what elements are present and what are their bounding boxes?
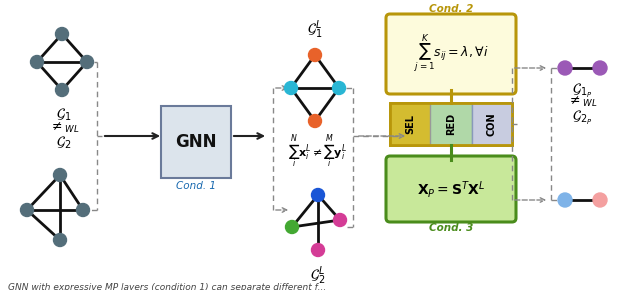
Text: Cond. 2: Cond. 2	[429, 4, 473, 14]
Circle shape	[54, 233, 67, 246]
Circle shape	[31, 55, 44, 68]
Circle shape	[593, 193, 607, 207]
Circle shape	[81, 55, 93, 68]
Circle shape	[593, 61, 607, 75]
Circle shape	[312, 244, 324, 256]
Text: $\mathcal{G}_{2_P}$: $\mathcal{G}_{2_P}$	[572, 109, 593, 127]
Circle shape	[56, 84, 68, 97]
Text: $\mathcal{G}_1^L$: $\mathcal{G}_1^L$	[307, 18, 323, 41]
Bar	[390, 103, 430, 145]
Text: $\mathcal{G}_1$: $\mathcal{G}_1$	[56, 107, 72, 124]
Circle shape	[56, 28, 68, 41]
Circle shape	[558, 61, 572, 75]
Text: SEL: SEL	[405, 114, 415, 134]
Text: Cond. 3: Cond. 3	[429, 223, 473, 233]
Circle shape	[54, 168, 67, 182]
Text: GNN with expressive MP layers (condition 1) can separate different f...: GNN with expressive MP layers (condition…	[8, 283, 326, 290]
Bar	[472, 103, 512, 145]
Bar	[430, 103, 472, 145]
Text: GNN: GNN	[175, 133, 217, 151]
Circle shape	[285, 220, 298, 233]
Text: $\neq_{WL}$: $\neq_{WL}$	[49, 121, 79, 135]
Text: $\sum_i^N \mathbf{x}_i^L \neq \sum_i^M \mathbf{y}_i^L$: $\sum_i^N \mathbf{x}_i^L \neq \sum_i^M \…	[289, 133, 348, 171]
Circle shape	[20, 204, 33, 217]
FancyBboxPatch shape	[386, 156, 516, 222]
Text: $\mathcal{G}_2^L$: $\mathcal{G}_2^L$	[310, 264, 326, 287]
Text: $\sum_{j=1}^{K} s_{ij} = \lambda, \forall i$: $\sum_{j=1}^{K} s_{ij} = \lambda, \foral…	[413, 33, 488, 75]
Circle shape	[308, 48, 321, 61]
FancyBboxPatch shape	[390, 103, 512, 145]
Text: $\neq_{WL}$: $\neq_{WL}$	[567, 95, 598, 109]
Circle shape	[333, 81, 346, 95]
Text: RED: RED	[446, 113, 456, 135]
Text: CON: CON	[487, 112, 497, 136]
Circle shape	[333, 213, 346, 226]
Circle shape	[285, 81, 298, 95]
Text: $\mathcal{G}_2$: $\mathcal{G}_2$	[56, 135, 72, 151]
FancyBboxPatch shape	[161, 106, 231, 178]
Circle shape	[312, 188, 324, 202]
Text: $\mathbf{X}_P = \mathbf{S}^T\mathbf{X}^L$: $\mathbf{X}_P = \mathbf{S}^T\mathbf{X}^L…	[417, 179, 485, 200]
Circle shape	[77, 204, 90, 217]
FancyBboxPatch shape	[386, 14, 516, 94]
Circle shape	[558, 193, 572, 207]
Circle shape	[308, 115, 321, 128]
Text: $\mathcal{G}_{1_P}$: $\mathcal{G}_{1_P}$	[572, 82, 593, 100]
Text: Cond. 1: Cond. 1	[176, 181, 216, 191]
